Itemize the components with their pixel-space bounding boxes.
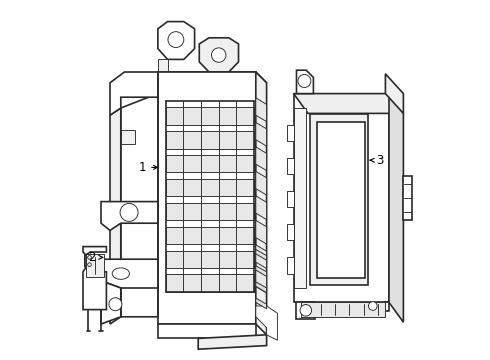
Polygon shape <box>166 251 254 268</box>
Polygon shape <box>403 176 413 220</box>
Polygon shape <box>256 147 267 171</box>
Polygon shape <box>110 108 121 324</box>
Polygon shape <box>166 227 254 244</box>
Text: 1: 1 <box>139 161 157 174</box>
Polygon shape <box>294 94 403 113</box>
Polygon shape <box>287 125 294 141</box>
Circle shape <box>168 32 184 48</box>
Ellipse shape <box>112 268 129 279</box>
Polygon shape <box>386 302 389 311</box>
Polygon shape <box>158 72 256 324</box>
Polygon shape <box>166 155 254 172</box>
Polygon shape <box>256 298 267 309</box>
Polygon shape <box>296 302 315 319</box>
Polygon shape <box>301 302 386 317</box>
Polygon shape <box>287 158 294 174</box>
Polygon shape <box>294 108 306 288</box>
Circle shape <box>300 305 312 316</box>
Circle shape <box>88 256 91 259</box>
Polygon shape <box>166 131 254 148</box>
Polygon shape <box>294 94 389 302</box>
Polygon shape <box>101 202 158 230</box>
Polygon shape <box>256 245 267 269</box>
Polygon shape <box>386 74 403 113</box>
Polygon shape <box>199 38 239 72</box>
Polygon shape <box>256 98 267 122</box>
Polygon shape <box>256 282 267 293</box>
Circle shape <box>120 203 138 221</box>
Circle shape <box>368 302 377 310</box>
Polygon shape <box>121 130 135 144</box>
Polygon shape <box>256 72 267 335</box>
Polygon shape <box>287 191 294 207</box>
Polygon shape <box>166 203 254 220</box>
Polygon shape <box>158 72 267 83</box>
Polygon shape <box>256 269 267 293</box>
Polygon shape <box>389 94 403 322</box>
Polygon shape <box>101 259 158 288</box>
Polygon shape <box>256 122 267 146</box>
Polygon shape <box>121 94 158 317</box>
Polygon shape <box>166 179 254 196</box>
Polygon shape <box>310 114 368 285</box>
Circle shape <box>109 298 122 311</box>
Polygon shape <box>296 70 314 94</box>
Polygon shape <box>166 108 254 125</box>
Polygon shape <box>287 224 294 240</box>
Polygon shape <box>198 335 267 349</box>
Polygon shape <box>158 22 195 59</box>
Polygon shape <box>287 257 294 274</box>
Polygon shape <box>256 249 267 260</box>
Polygon shape <box>256 266 267 276</box>
Polygon shape <box>166 274 254 292</box>
Polygon shape <box>256 171 267 195</box>
Circle shape <box>212 48 226 62</box>
Polygon shape <box>318 122 365 278</box>
Polygon shape <box>86 254 104 277</box>
Circle shape <box>88 263 91 266</box>
Polygon shape <box>158 324 256 338</box>
Polygon shape <box>101 281 121 324</box>
Polygon shape <box>83 247 106 310</box>
Text: 3: 3 <box>370 154 384 167</box>
Polygon shape <box>256 196 267 220</box>
Polygon shape <box>110 72 158 115</box>
Polygon shape <box>256 220 267 244</box>
Circle shape <box>298 75 311 87</box>
Polygon shape <box>158 59 168 72</box>
Text: 2: 2 <box>89 251 102 264</box>
Polygon shape <box>256 306 277 340</box>
